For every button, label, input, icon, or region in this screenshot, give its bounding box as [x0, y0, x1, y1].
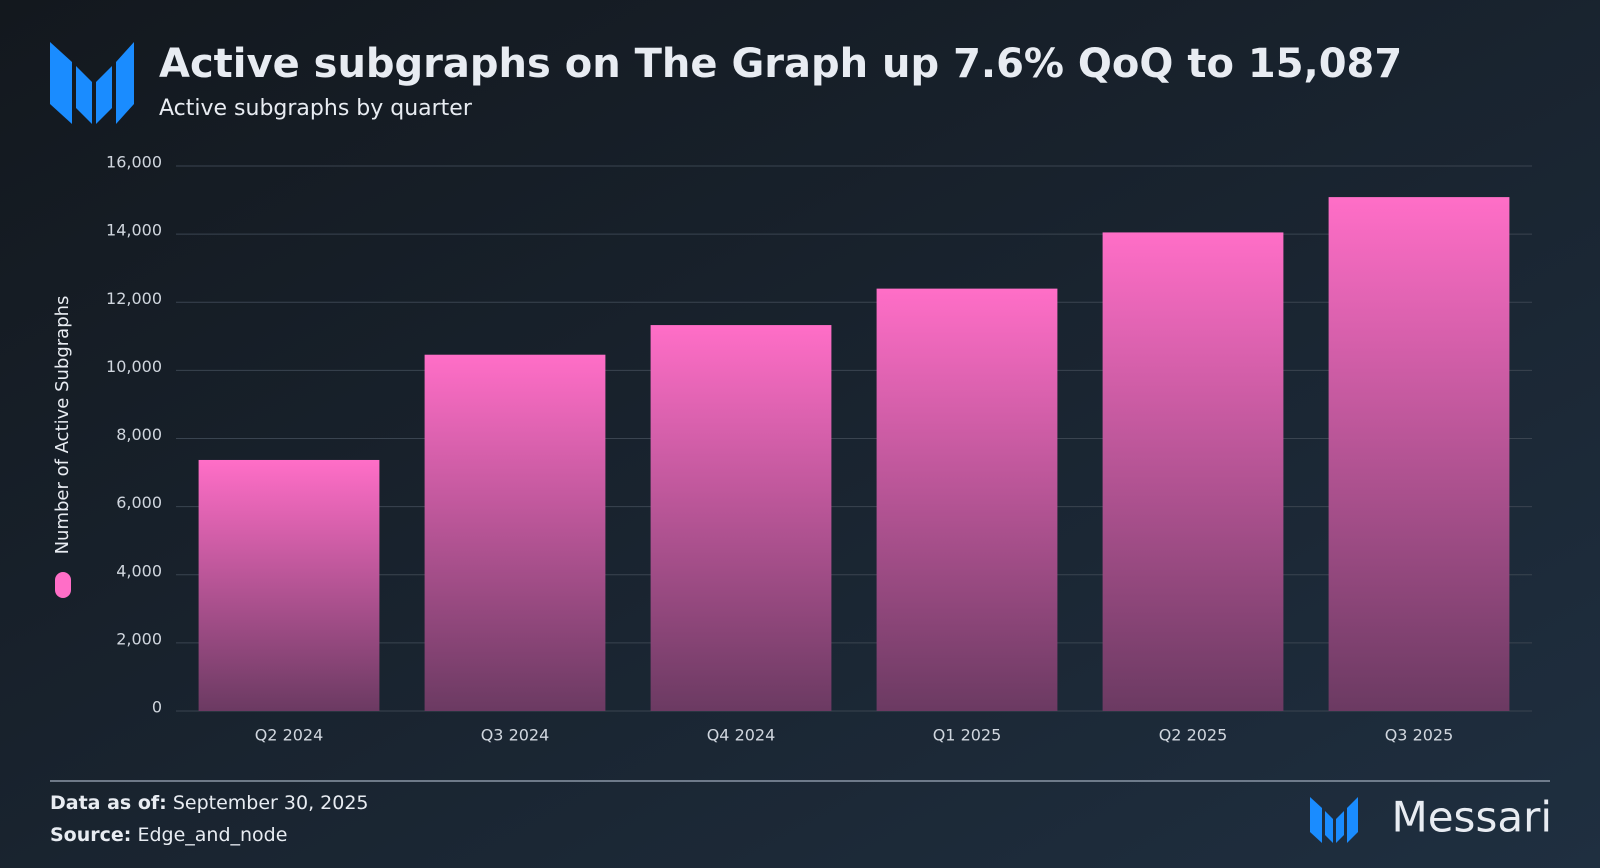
bar [876, 288, 1058, 711]
bar [1102, 232, 1284, 711]
y-tick-label: 14,000 [106, 221, 162, 240]
y-tick-label: 6,000 [116, 493, 162, 512]
footer-source-label: Source: [50, 824, 131, 846]
x-tick-label: Q2 2024 [255, 726, 324, 745]
bar [1328, 197, 1510, 711]
x-tick-label: Q3 2025 [1385, 726, 1454, 745]
bar [650, 325, 832, 711]
y-tick-label: 4,000 [116, 561, 162, 580]
y-tick-label: 2,000 [116, 629, 162, 648]
chart-title: Active subgraphs on The Graph up 7.6% Qo… [159, 41, 1402, 87]
footer-date-label: Data as of: [50, 792, 167, 814]
footer-date-value: September 30, 2025 [173, 792, 369, 814]
footer-source: Source: Edge_and_node [50, 824, 287, 846]
x-tick-label: Q3 2024 [481, 726, 550, 745]
brand-name: Messari [1391, 793, 1552, 842]
y-tick-label: 8,000 [116, 425, 162, 444]
legend-swatch [55, 572, 71, 598]
y-tick-label: 0 [152, 698, 162, 717]
x-tick-label: Q2 2025 [1159, 726, 1228, 745]
y-tick-label: 16,000 [106, 153, 162, 172]
footer-source-value: Edge_and_node [137, 824, 287, 846]
bar [424, 354, 606, 711]
x-tick-label: Q1 2025 [933, 726, 1002, 745]
bar [198, 459, 380, 711]
brand-logo [1310, 797, 1358, 843]
y-tick-label: 12,000 [106, 289, 162, 308]
legend-label: Number of Active Subgraphs [52, 296, 73, 555]
chart-subtitle: Active subgraphs by quarter [159, 96, 473, 121]
y-tick-label: 10,000 [106, 357, 162, 376]
x-tick-label: Q4 2024 [707, 726, 776, 745]
logo [50, 42, 134, 124]
footer-date: Data as of: September 30, 2025 [50, 792, 369, 814]
